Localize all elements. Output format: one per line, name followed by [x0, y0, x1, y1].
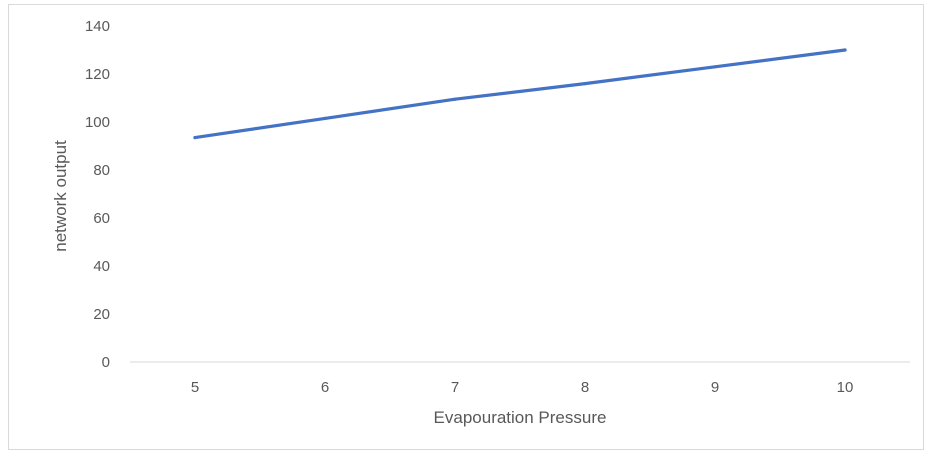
- data-point: [843, 48, 847, 52]
- y-tick-label: 0: [102, 354, 110, 371]
- y-axis-title: network output: [51, 140, 70, 252]
- x-tick-label: 7: [451, 379, 459, 396]
- data-point: [193, 136, 197, 140]
- y-tick-label: 80: [93, 162, 110, 179]
- x-axis-ticks: 5 6 7 8 9 10: [191, 379, 854, 396]
- x-axis-title: Evapouration Pressure: [434, 408, 607, 427]
- chart-frame: [8, 4, 924, 450]
- data-point: [323, 116, 327, 120]
- x-tick-label: 6: [321, 379, 329, 396]
- series-group: [193, 48, 847, 140]
- y-tick-label: 60: [93, 210, 110, 227]
- x-tick-label: 10: [837, 379, 854, 396]
- y-axis-ticks: 0 20 40 60 80 100 120 140: [85, 18, 110, 371]
- x-tick-label: 8: [581, 379, 589, 396]
- y-tick-label: 140: [85, 18, 110, 35]
- y-tick-label: 20: [93, 306, 110, 323]
- data-point: [583, 82, 587, 86]
- y-tick-label: 40: [93, 258, 110, 275]
- x-tick-label: 5: [191, 379, 199, 396]
- y-tick-label: 120: [85, 66, 110, 83]
- data-point: [713, 65, 717, 69]
- y-tick-label: 100: [85, 114, 110, 131]
- x-tick-label: 9: [711, 379, 719, 396]
- series-line: [193, 48, 847, 140]
- data-point: [453, 97, 457, 101]
